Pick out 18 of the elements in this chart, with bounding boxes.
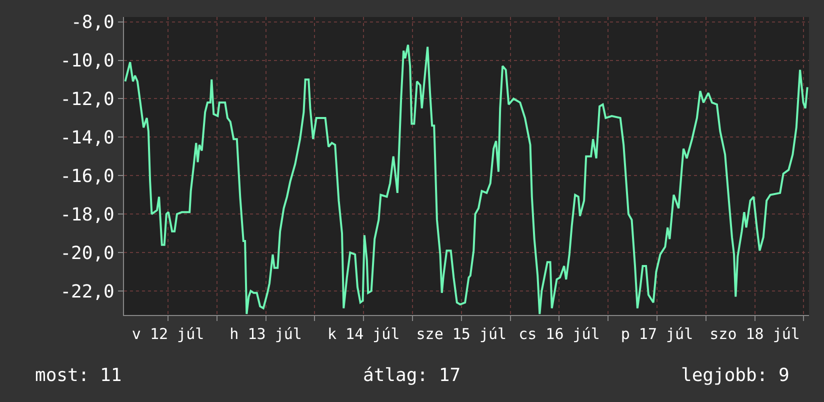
text: most: 11 xyxy=(35,365,122,386)
x-tick-label: k 14 júl xyxy=(327,325,400,343)
y-tick-label: -12,0 xyxy=(60,89,114,110)
y-tick-label: -18,0 xyxy=(60,204,114,226)
y-tick-label: -16,0 xyxy=(60,166,114,187)
y-tick-label: -10,0 xyxy=(60,50,114,72)
y-tick-label: -20,0 xyxy=(60,242,114,264)
x-tick-label: cs 16 júl xyxy=(518,325,600,343)
x-tick-label: p 17 júl xyxy=(620,325,694,343)
y-tick-label: -22,0 xyxy=(60,281,114,302)
x-tick-label: v 12 júl xyxy=(132,325,204,343)
text: legjobb: 9 xyxy=(681,365,790,386)
text: átlag: 17 xyxy=(363,365,461,386)
x-tick-label: szo 18 júl xyxy=(710,325,800,343)
y-tick-label: -8,0 xyxy=(71,12,114,34)
x-tick-label: sze 15 júl xyxy=(416,325,507,343)
x-tick-label: h 13 júl xyxy=(230,325,302,343)
y-tick-label: -14,0 xyxy=(60,127,114,148)
